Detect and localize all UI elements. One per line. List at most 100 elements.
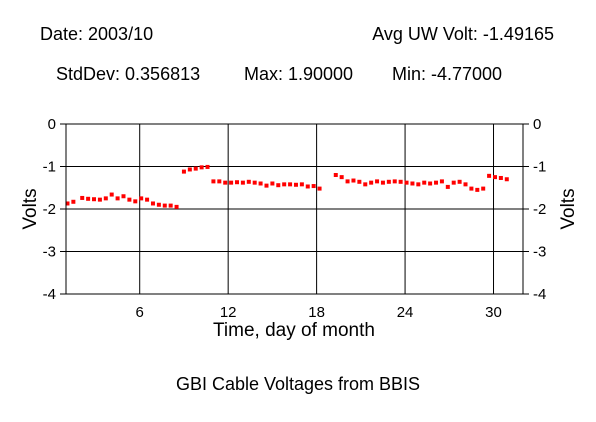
data-point [363,182,368,187]
y-axis-label-left: Volts [20,188,41,229]
grid [60,123,529,295]
data-point [498,175,503,180]
data-point [235,180,240,185]
data-point [92,197,97,202]
data-point [339,175,344,180]
data-point [181,169,186,174]
date-label: Date: 2003/10 [40,24,154,44]
data-point [150,201,155,206]
data-point [145,197,150,202]
data-point [305,184,310,189]
x-tick-label: 30 [485,304,502,321]
right-y-tick-label: -2 [533,201,546,218]
data-point [229,180,234,185]
data-point [457,179,462,184]
x-tick-label: 24 [397,304,414,321]
data-point [487,173,492,178]
data-point [252,180,257,185]
data-point [187,167,192,172]
x-tick-label: 18 [308,304,325,321]
data-point [333,173,338,177]
data-points [65,164,509,209]
min-label: Min: -4.77000 [392,64,503,84]
data-point [103,196,108,201]
data-point [86,196,91,201]
data-point [380,180,385,185]
data-point [428,181,433,186]
data-point [392,179,397,184]
right-y-tick-label: 0 [533,116,541,133]
data-point [97,197,102,202]
data-point [288,182,293,187]
data-point [121,194,126,199]
data-point [264,183,269,188]
y-axis-label-right: Volts [558,188,579,229]
data-point [357,179,362,184]
data-point [109,192,114,197]
data-point [211,179,216,184]
data-point [205,164,210,169]
data-point [139,196,144,201]
data-point [398,179,403,184]
chart-caption: GBI Cable Voltages from BBIS [175,374,421,394]
data-point [416,182,421,187]
data-point [404,180,409,185]
data-point [451,180,456,185]
data-point [193,166,198,171]
data-point [469,186,474,191]
data-point [463,182,468,187]
left-y-tick-label: -4 [43,286,56,303]
data-point [386,179,391,184]
max-label: Max: 1.90000 [244,64,354,84]
data-point [217,179,222,184]
data-point [345,179,350,184]
data-point [156,202,161,207]
x-axis-label: Time, day of month [213,320,375,341]
left-y-tick-labels: 0 -1 -2 -3 -4 [43,116,56,303]
right-y-tick-label: -1 [533,159,546,176]
data-point [369,180,374,185]
data-point [299,182,304,187]
data-point [168,203,173,208]
data-point [65,201,70,206]
right-y-tick-label: -3 [533,244,546,261]
avg-uw-volt-label: Avg UW Volt: -1.49165 [372,24,554,44]
data-point [317,186,322,191]
data-point [481,186,486,191]
data-point [282,182,287,187]
data-point [127,197,132,202]
data-point [162,203,167,208]
data-point [71,199,76,204]
data-point [258,181,263,186]
data-point [174,204,179,209]
data-point [434,180,439,185]
x-tick-label: 6 [136,304,144,321]
left-y-tick-label: 0 [48,116,56,133]
data-point [276,183,281,188]
data-point [270,181,275,186]
data-point [439,179,444,184]
data-point [475,187,480,192]
data-point [115,196,120,201]
data-point [80,195,85,200]
data-point [410,181,415,186]
left-y-tick-label: -3 [43,244,56,261]
data-point [445,184,450,189]
left-y-tick-label: -1 [43,159,56,176]
plot-frame [65,123,524,295]
data-point [351,178,356,183]
data-point [199,165,204,170]
data-point [293,182,298,187]
data-point [504,177,509,182]
x-tick-labels: 6 12 18 24 30 [136,304,502,321]
data-point [311,184,316,189]
std-dev-label: StdDev: 0.356813 [56,64,201,84]
data-point [246,179,251,184]
data-point [223,180,228,185]
left-y-tick-label: -2 [43,201,56,218]
data-point [492,175,497,180]
data-point [422,180,427,185]
data-point [240,180,245,185]
data-point [133,199,138,204]
